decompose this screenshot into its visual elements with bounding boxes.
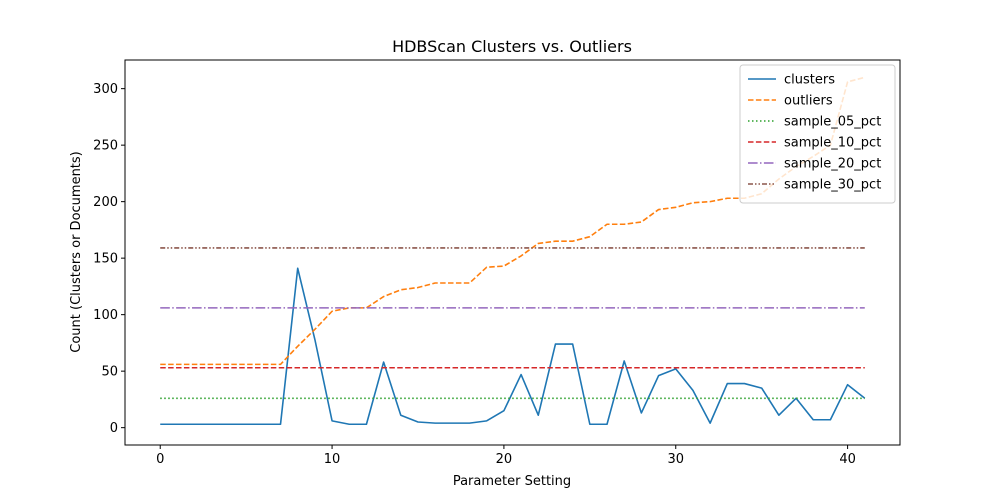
series-line-clusters: [160, 267, 866, 426]
x-tick-label: 20: [496, 452, 513, 467]
legend-label-clusters: clusters: [784, 73, 835, 88]
x-tick-label: 0: [156, 452, 164, 467]
plot-frame: [124, 59, 901, 446]
y-tick-label: 0: [110, 421, 118, 436]
legend-label-sample-30-pct: sample_30_pct: [784, 178, 881, 193]
x-tick-label: 30: [667, 452, 684, 467]
y-axis-label: Count (Clusters or Documents): [69, 151, 84, 352]
legend-label-sample-20-pct: sample_20_pct: [784, 157, 881, 172]
x-axis: 0 10 20 30 40: [156, 445, 856, 467]
x-axis-label: Parameter Setting: [453, 474, 571, 489]
chart-title: HDBScan Clusters vs. Outliers: [392, 37, 632, 56]
legend-label-sample-10-pct: sample_10_pct: [784, 136, 881, 151]
y-axis: 0 50 100 150 200 250 300: [93, 82, 125, 436]
y-tick-label: 150: [93, 252, 118, 267]
y-tick-label: 100: [93, 308, 118, 323]
legend: clusters outliers sample_05_pct sample_10_p…: [739, 64, 896, 204]
y-tick-label: 300: [93, 82, 118, 97]
legend-box: [739, 64, 896, 204]
y-tick-label: 250: [93, 139, 118, 154]
y-tick-label: 50: [101, 365, 118, 380]
series-line-outliers: [160, 76, 865, 366]
x-tick-label: 40: [839, 452, 856, 467]
legend-label-outliers: outliers: [784, 94, 833, 109]
x-tick-label: 10: [324, 452, 341, 467]
legend-label-sample-05-pct: sample_05_pct: [784, 115, 881, 130]
series-layer: [160, 76, 866, 426]
y-tick-label: 200: [93, 195, 118, 210]
